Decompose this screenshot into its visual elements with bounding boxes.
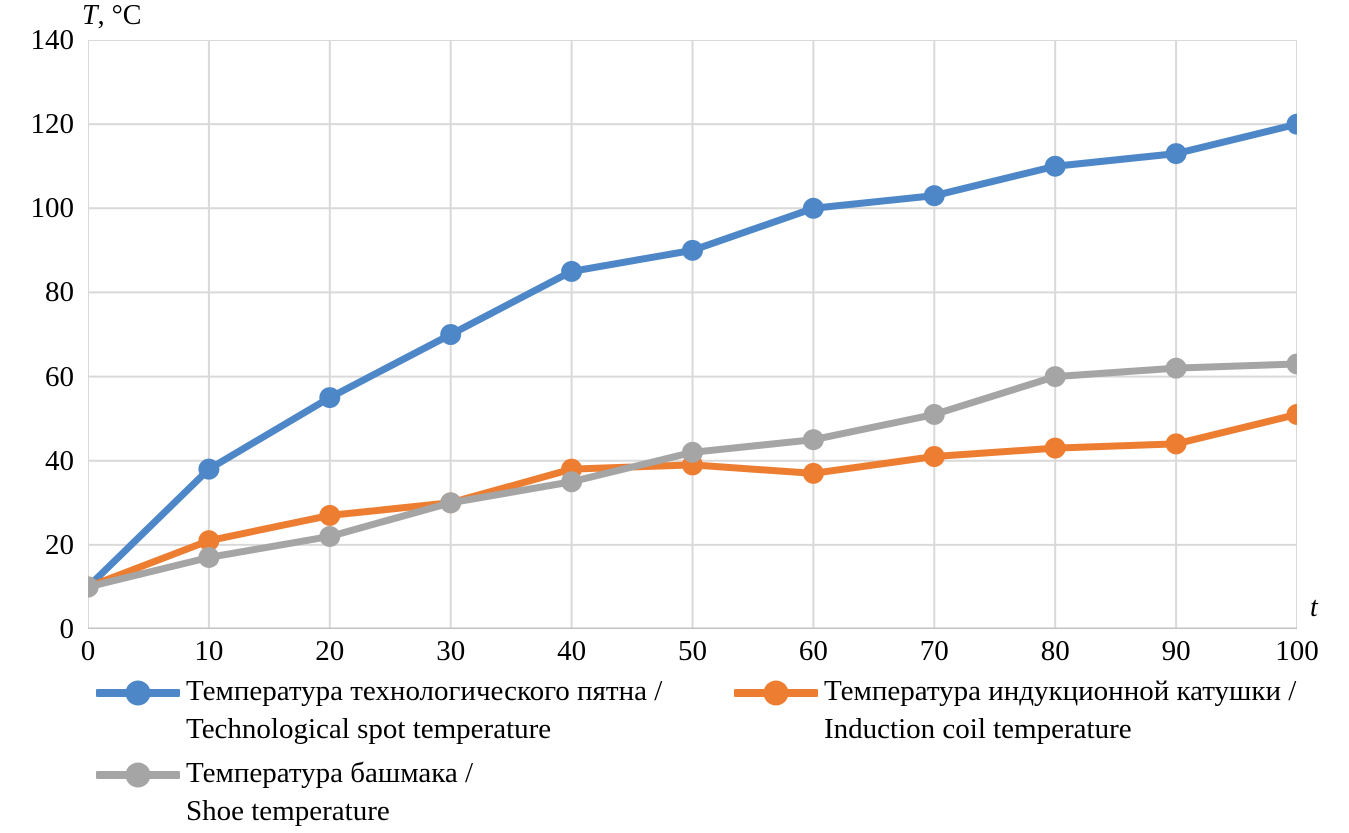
- data-point: [1286, 403, 1297, 425]
- data-point: [1165, 357, 1187, 379]
- y-axis-unit: , °C: [97, 0, 142, 31]
- data-point: [802, 197, 824, 219]
- line-marker-icon: [96, 680, 180, 706]
- data-point: [319, 387, 341, 409]
- data-point: [923, 403, 945, 425]
- data-point: [1286, 113, 1297, 135]
- y-axis-ticks: 0 20 40 60 80 100 120 140: [0, 25, 75, 644]
- x-axis-title: t: [1310, 592, 1318, 623]
- data-point: [319, 504, 341, 526]
- data-point: [440, 492, 462, 514]
- data-point: [923, 446, 945, 468]
- plot-svg: [88, 40, 1297, 629]
- x-tick-label: 70: [919, 635, 949, 667]
- data-point: [682, 239, 703, 261]
- y-axis-variable: T: [82, 0, 98, 31]
- legend-label: Температура технологического пятна / Tec…: [186, 672, 662, 748]
- data-point: [440, 324, 462, 345]
- y-tick-label: 120: [30, 108, 75, 141]
- data-point: [198, 458, 220, 480]
- legend-label-en: Shoe temperature: [186, 795, 390, 827]
- data-point: [198, 546, 220, 568]
- x-tick-label: 90: [1161, 635, 1191, 667]
- y-tick-label: 140: [30, 24, 75, 56]
- data-point: [1165, 143, 1187, 165]
- plot-area: [88, 40, 1297, 629]
- y-tick-label: 100: [30, 192, 75, 225]
- x-tick-label: 10: [194, 635, 224, 667]
- data-point: [802, 429, 824, 451]
- x-tick-label: 40: [557, 635, 587, 667]
- y-axis-title: T, °C: [82, 0, 141, 32]
- y-tick-label: 20: [45, 528, 74, 561]
- data-point: [1165, 433, 1187, 455]
- y-tick-label: 40: [45, 444, 74, 477]
- x-tick-label: 30: [436, 635, 466, 667]
- data-point: [682, 441, 703, 463]
- x-tick-label: 80: [1040, 635, 1070, 667]
- y-tick-label: 0: [59, 613, 75, 645]
- legend-item-shoe: Температура башмака / Shoe temperature: [96, 754, 473, 830]
- legend-label-ru: Температура башмака /: [186, 757, 474, 789]
- data-point: [561, 471, 583, 493]
- data-point: [88, 576, 99, 598]
- data-point: [1044, 155, 1066, 177]
- data-point: [198, 530, 220, 552]
- x-tick-label: 0: [80, 635, 96, 667]
- legend-label: Температура индукционной катушки / Induc…: [824, 672, 1296, 748]
- x-tick-label: 60: [798, 635, 828, 667]
- data-point: [1286, 353, 1297, 375]
- legend-label-ru: Температура индукционной катушки /: [824, 675, 1297, 707]
- x-axis-ticks: 0 10 20 30 40 50 60 70 80 90 100: [81, 635, 1319, 670]
- data-point: [802, 462, 824, 484]
- line-marker-icon: [734, 680, 818, 706]
- data-point: [1044, 366, 1066, 388]
- data-point: [561, 260, 583, 282]
- y-tick-label: 60: [45, 360, 74, 393]
- y-tick-label: 80: [45, 276, 74, 309]
- x-tick-label: 20: [315, 635, 345, 667]
- legend-label-ru: Температура технологического пятна /: [186, 675, 663, 707]
- data-point: [923, 185, 945, 207]
- data-point: [319, 525, 341, 547]
- line-marker-icon: [96, 762, 180, 788]
- legend-item-induction-coil: Температура индукционной катушки / Induc…: [734, 672, 1296, 748]
- legend-label: Температура башмака / Shoe temperature: [186, 754, 473, 830]
- data-point: [1044, 437, 1066, 459]
- x-tick-label: 50: [678, 635, 707, 667]
- legend-label-en: Technological spot temperature: [186, 713, 552, 745]
- legend-label-en: Induction coil temperature: [824, 713, 1132, 745]
- x-tick-label: 100: [1275, 635, 1319, 667]
- legend-item-technological-spot: Температура технологического пятна / Tec…: [96, 672, 662, 748]
